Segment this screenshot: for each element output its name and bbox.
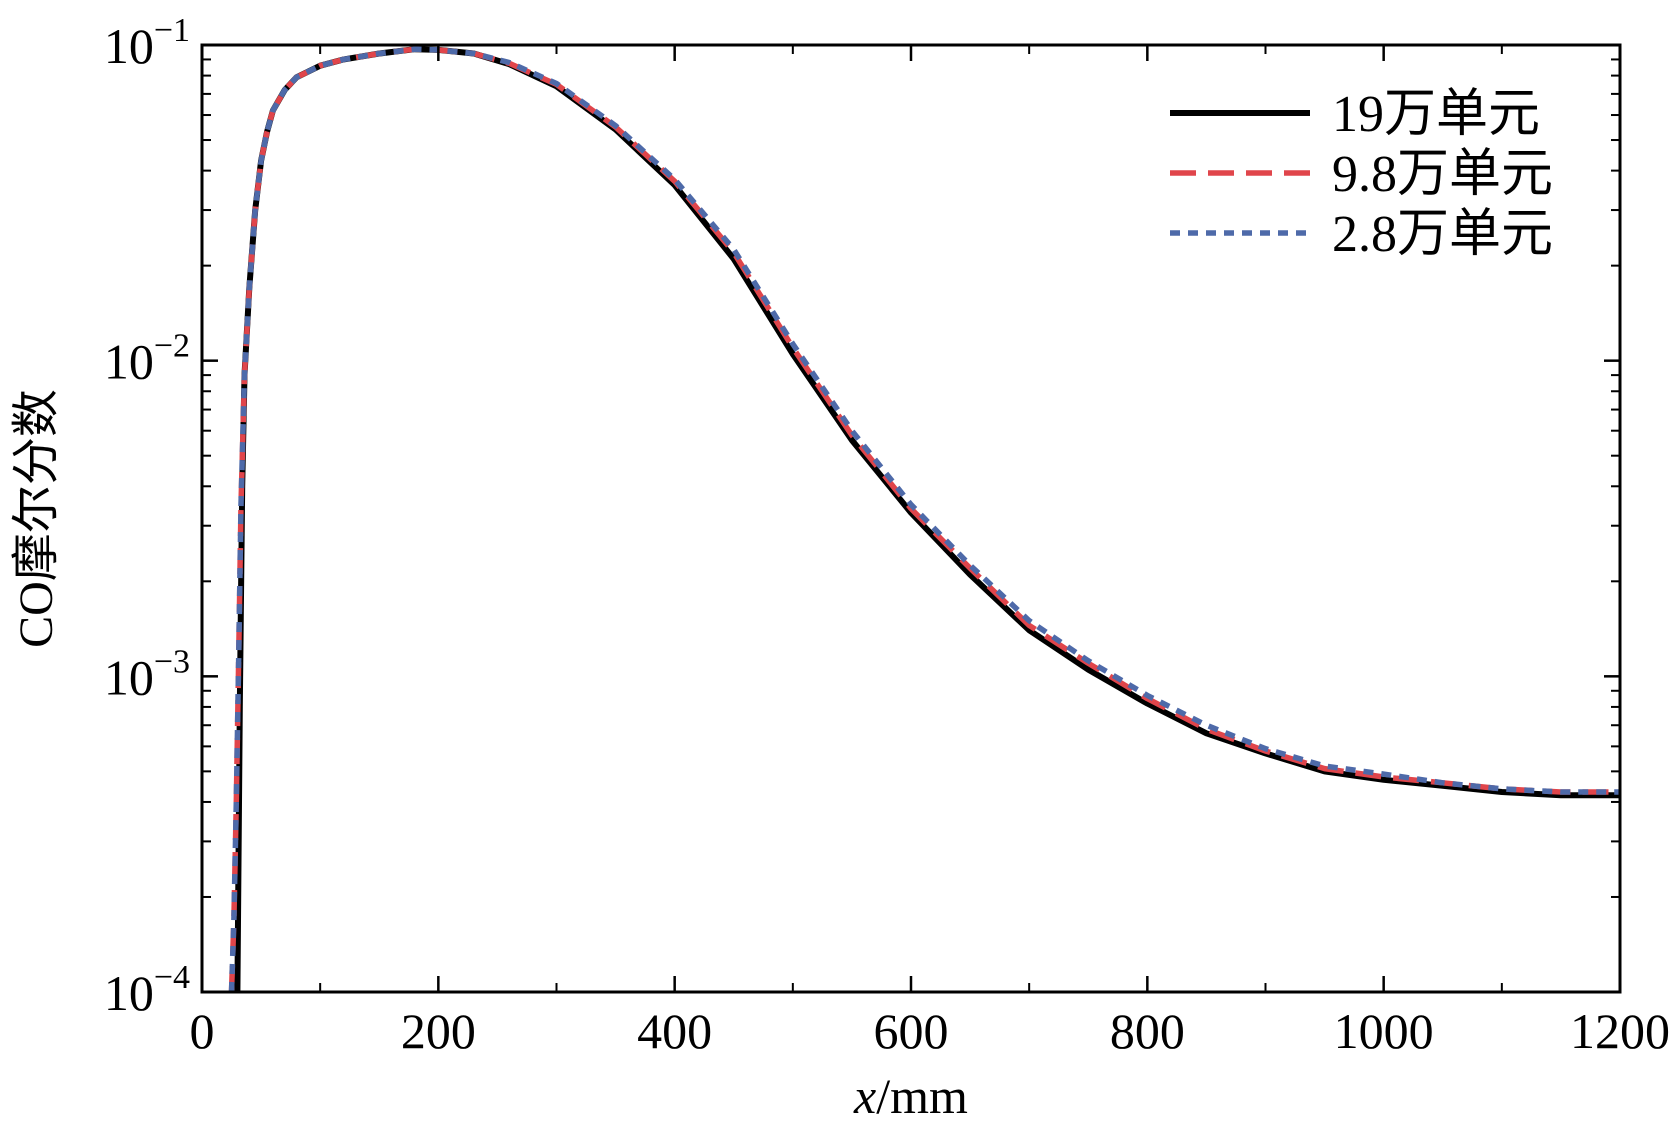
y-tick-label-exponent: −3	[154, 643, 190, 680]
y-tick-label-exponent: −4	[154, 959, 190, 996]
x-tick-label: 200	[401, 1003, 476, 1059]
x-tick-label: 800	[1110, 1003, 1185, 1059]
y-tick-label: 10−2	[104, 328, 190, 390]
y-tick-label: 10−4	[104, 959, 190, 1021]
y-axis: 10−110−210−310−4	[104, 12, 1620, 1021]
x-axis: 0 200 400 600 800 1000 1200	[190, 45, 1670, 1059]
x-axis-title: x/mm	[853, 1068, 968, 1124]
x-tick-label: 1200	[1570, 1003, 1670, 1059]
series-layer	[228, 46, 1620, 992]
legend-label: 2.8万单元	[1332, 206, 1553, 263]
x-axis-title-variable: x	[853, 1068, 876, 1124]
y-tick-label-exponent: −1	[154, 12, 190, 49]
x-tick-label: 400	[637, 1003, 712, 1059]
series-line-2	[228, 46, 1620, 992]
y-tick-label-base: 10	[104, 18, 154, 74]
y-tick-label: 10−1	[104, 12, 190, 74]
x-axis-title-unit: /mm	[876, 1068, 968, 1124]
y-tick-label-base: 10	[104, 965, 154, 1021]
legend-label: 9.8万单元	[1332, 146, 1553, 203]
x-tick-label: 0	[190, 1003, 215, 1059]
y-tick-label-exponent: −2	[154, 328, 190, 365]
y-tick-label-base: 10	[104, 334, 154, 390]
y-tick-label-base: 10	[104, 649, 154, 705]
y-tick-label: 10−3	[104, 643, 190, 705]
x-tick-label: 1000	[1334, 1003, 1434, 1059]
x-tick-label: 600	[874, 1003, 949, 1059]
y-axis-title: CO摩尔分数	[10, 389, 63, 648]
legend-label: 19万单元	[1332, 86, 1540, 143]
